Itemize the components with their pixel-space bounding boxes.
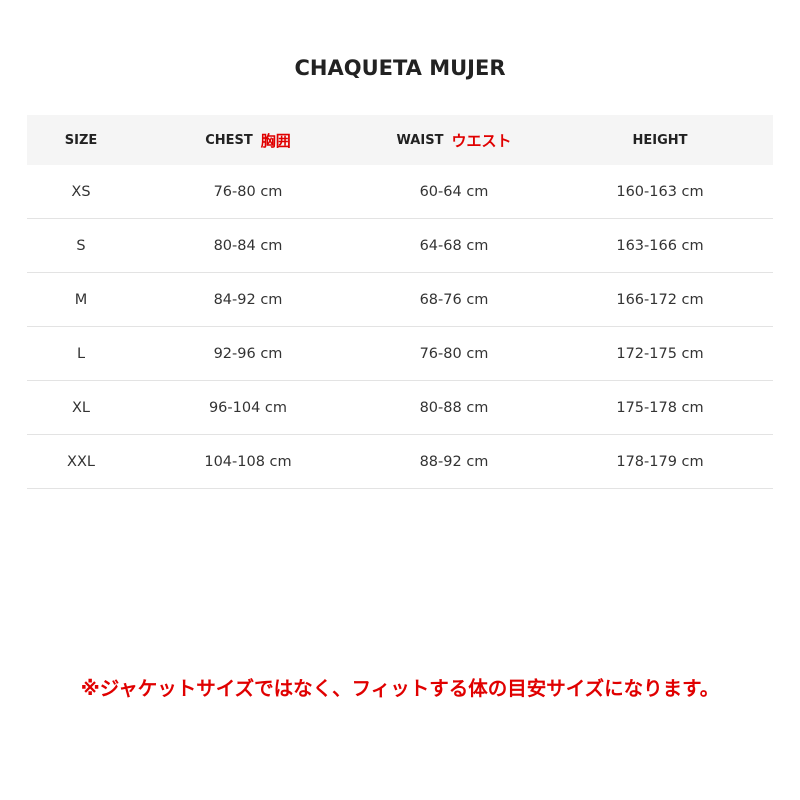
cell-height: 163-166 cm <box>616 237 704 254</box>
cell-chest: 84-92 cm <box>213 291 283 308</box>
table-row: XL 96-104 cm 80-88 cm 175-178 cm <box>27 381 773 435</box>
cell-waist: 64-68 cm <box>419 237 489 254</box>
cell-size: XXL <box>67 453 95 470</box>
cell-chest: 92-96 cm <box>213 345 283 362</box>
cell-size: L <box>76 345 86 362</box>
cell-size: XS <box>71 183 91 200</box>
header-label: SIZE <box>64 132 98 148</box>
cell-height: 166-172 cm <box>616 291 704 308</box>
cell-size: XL <box>71 399 91 416</box>
cell-waist: 76-80 cm <box>419 345 489 362</box>
cell-height: 178-179 cm <box>616 453 704 470</box>
cell-chest: 96-104 cm <box>208 399 288 416</box>
cell-chest: 76-80 cm <box>213 183 283 200</box>
cell-chest: 80-84 cm <box>213 237 283 254</box>
cell-size: S <box>76 237 86 254</box>
cell-waist: 60-64 cm <box>419 183 489 200</box>
header-size: SIZE <box>65 115 98 165</box>
cell-waist: 68-76 cm <box>419 291 489 308</box>
header-height: HEIGHT <box>632 115 687 165</box>
cell-height: 160-163 cm <box>616 183 704 200</box>
table-row: M 84-92 cm 68-76 cm 166-172 cm <box>27 273 773 327</box>
cell-chest: 104-108 cm <box>204 453 292 470</box>
table-row: S 80-84 cm 64-68 cm 163-166 cm <box>27 219 773 273</box>
header-chest: CHEST 胸囲 <box>205 115 291 165</box>
cell-size: M <box>74 291 88 308</box>
cell-height: 175-178 cm <box>616 399 704 416</box>
table-row: XS 76-80 cm 60-64 cm 160-163 cm <box>27 165 773 219</box>
page-title: CHAQUETA MUJER <box>294 56 506 80</box>
table-header: SIZE CHEST 胸囲 WAIST ウエスト HEIGHT <box>27 115 773 165</box>
cell-waist: 88-92 cm <box>419 453 489 470</box>
header-label: CHEST <box>205 132 253 148</box>
cell-waist: 80-88 cm <box>419 399 489 416</box>
header-label: WAIST <box>396 132 444 148</box>
header-jp-label: 胸囲 <box>260 131 291 150</box>
size-table: SIZE CHEST 胸囲 WAIST ウエスト HEIGHT XS 76-80 cm… <box>27 115 773 489</box>
header-jp-label: ウエスト <box>451 131 512 150</box>
header-label: HEIGHT <box>632 132 688 148</box>
table-row: XXL 104-108 cm 88-92 cm 178-179 cm <box>27 435 773 489</box>
fit-note: ※ジャケットサイズではなく、フィットする体の目安サイズになります。 <box>80 677 720 700</box>
table-row: L 92-96 cm 76-80 cm 172-175 cm <box>27 327 773 381</box>
header-waist: WAIST ウエスト <box>397 115 512 165</box>
cell-height: 172-175 cm <box>616 345 704 362</box>
